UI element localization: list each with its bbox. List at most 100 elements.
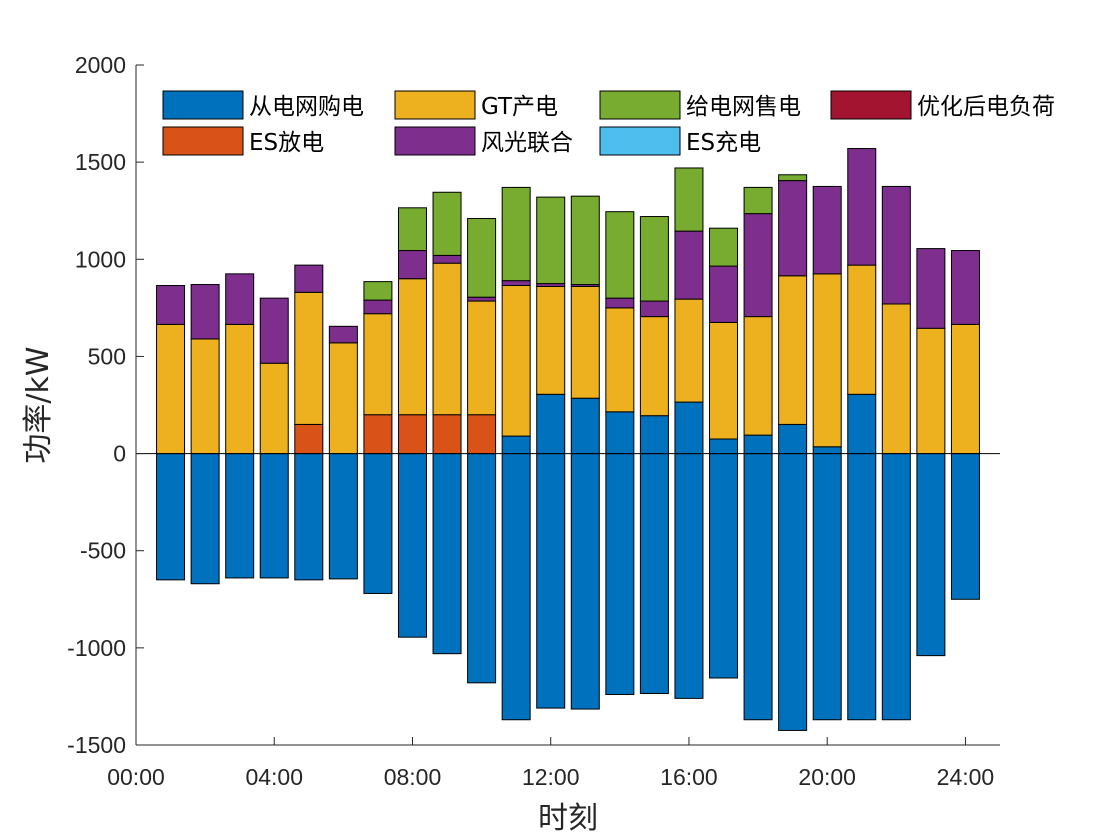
bar-grid-purchase-neg-8 [397, 453, 427, 638]
bar-GT产电-16 [674, 298, 704, 403]
bar-grid-purchase-neg-9 [432, 453, 462, 655]
bar-从电网购电-12 [536, 393, 566, 455]
bar-grid-purchase-neg-6 [328, 453, 358, 580]
bar-grid-purchase-neg-5 [294, 453, 324, 581]
legend-swatch [599, 126, 681, 156]
bar-grid-purchase-neg-23 [916, 453, 946, 657]
bar-GT产电-2 [190, 338, 220, 455]
y-tick-label: -500 [80, 538, 126, 564]
bar-给电网售电-10 [467, 217, 497, 298]
bar-GT产电-3 [225, 323, 255, 455]
y-tick-label: 1500 [75, 149, 126, 175]
bar-GT产电-23 [916, 327, 946, 455]
bar-GT产电-9 [432, 262, 462, 416]
bar-GT产电-18 [743, 316, 773, 436]
legend-label: 风光联合 [481, 130, 573, 156]
bar-风光联合-24 [950, 250, 980, 325]
legend-item: 风光联合 [394, 126, 573, 156]
x-axis-title: 时刻 [538, 801, 598, 834]
x-tick-label: 12:00 [522, 764, 580, 790]
legend-swatch [599, 90, 681, 120]
legend-label: ES充电 [686, 130, 761, 156]
bar-ES放电-9 [432, 414, 462, 455]
axes-group: -1500 -1000 -500 0 500 1000 1500 2000 00:00 04:00… [21, 52, 1000, 834]
bar-grid-purchase-neg-18 [743, 453, 773, 721]
bar-风光联合-9 [432, 254, 462, 264]
bar-GT产电-17 [709, 321, 739, 440]
legend-label: ES放电 [249, 130, 324, 156]
legend-swatch [830, 90, 912, 120]
bars-group [156, 148, 980, 731]
legend-swatch [162, 90, 244, 120]
bar-给电网售电-17 [709, 227, 739, 267]
x-tick-label: 08:00 [384, 764, 442, 790]
x-tick-label: 16:00 [660, 764, 718, 790]
bar-风光联合-20 [812, 185, 842, 275]
bar-风光联合-19 [778, 180, 808, 277]
bar-GT产电-7 [363, 313, 393, 416]
bar-GT产电-4 [259, 362, 289, 455]
bar-风光联合-1 [156, 285, 186, 325]
bar-GT产电-15 [639, 316, 669, 417]
bar-grid-purchase-neg-15 [639, 453, 669, 695]
bar-grid-purchase-neg-19 [778, 453, 808, 731]
bar-grid-purchase-neg-7 [363, 453, 393, 594]
bar-从电网购电-17 [709, 438, 739, 455]
legend-item: GT产电 [394, 90, 558, 120]
bar-风光联合-11 [501, 280, 531, 287]
y-tick-label: 1000 [75, 246, 126, 272]
bar-给电网售电-12 [536, 196, 566, 285]
bar-风光联合-14 [605, 297, 635, 309]
y-axis-title-group: 功率/kW [21, 346, 56, 463]
bar-从电网购电-20 [812, 446, 842, 455]
bar-给电网售电-18 [743, 186, 773, 215]
bar-GT产电-19 [778, 275, 808, 425]
y-tick-label: -1500 [67, 732, 126, 758]
bar-从电网购电-14 [605, 411, 635, 455]
legend-item: 优化后电负荷 [830, 90, 1055, 120]
y-axis-title: 功率/kW [21, 346, 56, 463]
bar-给电网售电-9 [432, 191, 462, 256]
legend-label: 从电网购电 [249, 94, 364, 120]
legend-item: 从电网购电 [162, 90, 364, 120]
legend-item: 给电网售电 [599, 90, 801, 120]
bar-给电网售电-13 [570, 195, 600, 286]
bar-风光联合-18 [743, 213, 773, 318]
legend-swatch [394, 126, 476, 156]
bar-风光联合-6 [328, 325, 358, 344]
bar-从电网购电-13 [570, 397, 600, 455]
bar-从电网购电-18 [743, 434, 773, 455]
bar-GT产电-14 [605, 307, 635, 413]
bar-grid-purchase-neg-21 [847, 453, 877, 721]
x-tick-label: 00:00 [107, 764, 165, 790]
bar-风光联合-21 [847, 148, 877, 266]
x-tick-label: 24:00 [937, 764, 995, 790]
legend-label: 优化后电负荷 [917, 94, 1055, 120]
bar-从电网购电-15 [639, 415, 669, 455]
bar-grid-purchase-neg-11 [501, 453, 531, 721]
bar-从电网购电-11 [501, 435, 531, 455]
legend: 从电网购电 GT产电 给电网售电 优化后电负荷 ES放电 风光联合 ES充电 [162, 90, 1055, 156]
bar-风光联合-23 [916, 248, 946, 329]
bar-GT产电-22 [881, 303, 911, 455]
bar-grid-purchase-neg-17 [709, 453, 739, 679]
bar-给电网售电-16 [674, 167, 704, 232]
bar-grid-purchase-neg-3 [225, 453, 255, 579]
bar-GT产电-21 [847, 264, 877, 395]
bar-ES放电-8 [397, 414, 427, 455]
bar-GT产电-5 [294, 291, 324, 425]
bar-风光联合-8 [397, 250, 427, 280]
bar-grid-purchase-neg-14 [605, 453, 635, 695]
bar-GT产电-13 [570, 285, 600, 399]
bar-风光联合-15 [639, 300, 669, 318]
bar-grid-purchase-neg-20 [812, 453, 842, 721]
bar-grid-purchase-neg-12 [536, 453, 566, 709]
bar-grid-purchase-neg-2 [190, 453, 220, 585]
bar-风光联合-2 [190, 284, 220, 340]
bar-GT产电-20 [812, 273, 842, 448]
x-tick-label: 04:00 [245, 764, 303, 790]
bar-风光联合-17 [709, 265, 739, 323]
legend-item: ES放电 [162, 126, 324, 156]
legend-label: GT产电 [481, 94, 558, 120]
legend-item: ES充电 [599, 126, 761, 156]
